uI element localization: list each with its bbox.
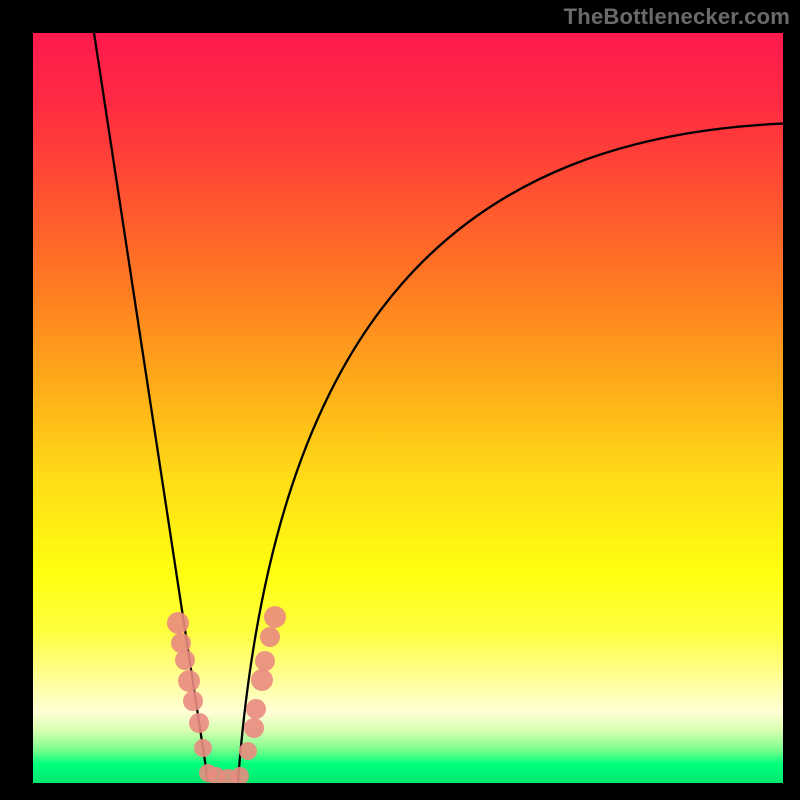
plot-svg	[33, 33, 783, 783]
data-marker	[264, 606, 286, 628]
data-marker	[183, 691, 203, 711]
data-marker	[251, 669, 273, 691]
data-marker	[244, 718, 264, 738]
data-marker	[194, 739, 212, 757]
attribution-text: TheBottlenecker.com	[564, 4, 790, 30]
data-marker	[189, 713, 209, 733]
data-marker	[260, 627, 280, 647]
data-marker	[171, 633, 191, 653]
data-marker	[175, 650, 195, 670]
data-marker	[178, 670, 200, 692]
data-marker	[255, 651, 275, 671]
data-marker	[167, 612, 189, 634]
data-marker	[246, 699, 266, 719]
plot-area	[33, 33, 783, 783]
data-marker	[239, 742, 257, 760]
outer-frame: TheBottlenecker.com	[0, 0, 800, 800]
gradient-background	[33, 33, 783, 783]
